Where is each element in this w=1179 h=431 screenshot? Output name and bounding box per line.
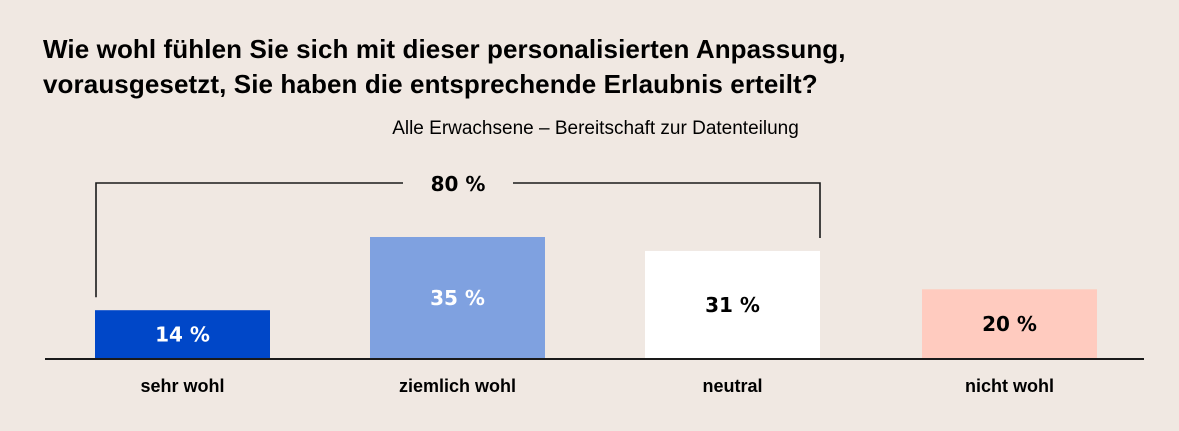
bar-value-label: 35 % (430, 286, 485, 310)
bar-value-label: 20 % (982, 312, 1037, 336)
bar-value-label: 31 % (705, 293, 760, 317)
bar-sehr-wohl (95, 310, 270, 359)
category-label: nicht wohl (965, 376, 1054, 396)
annotation-bracket: 80 % (95, 172, 821, 298)
bars-group: 14 % sehr wohl 35 % ziemlich wohl 31 % neutra… (95, 237, 1097, 396)
chart-title-line-2: vorausgesetzt, Sie haben die entsprechen… (43, 69, 818, 99)
bracket-left-arm (95, 182, 403, 298)
bar-ziemlich-wohl (370, 237, 545, 359)
bracket-total-label: 80 % (431, 172, 486, 196)
bar-neutral (645, 250, 820, 359)
bar-nicht-wohl (922, 289, 1097, 359)
category-label: neutral (702, 376, 762, 396)
category-label: sehr wohl (140, 376, 224, 396)
category-label: ziemlich wohl (399, 376, 516, 396)
chart-title-line-1: Wie wohl fühlen Sie sich mit dieser pers… (43, 34, 846, 64)
bar-value-label: 14 % (155, 323, 210, 347)
chart-subtitle: Alle Erwachsene – Bereitschaft zur Daten… (392, 118, 799, 139)
chart-title: Wie wohl fühlen Sie sich mit dieser pers… (43, 32, 1143, 102)
bracket-right-arm (513, 182, 821, 238)
